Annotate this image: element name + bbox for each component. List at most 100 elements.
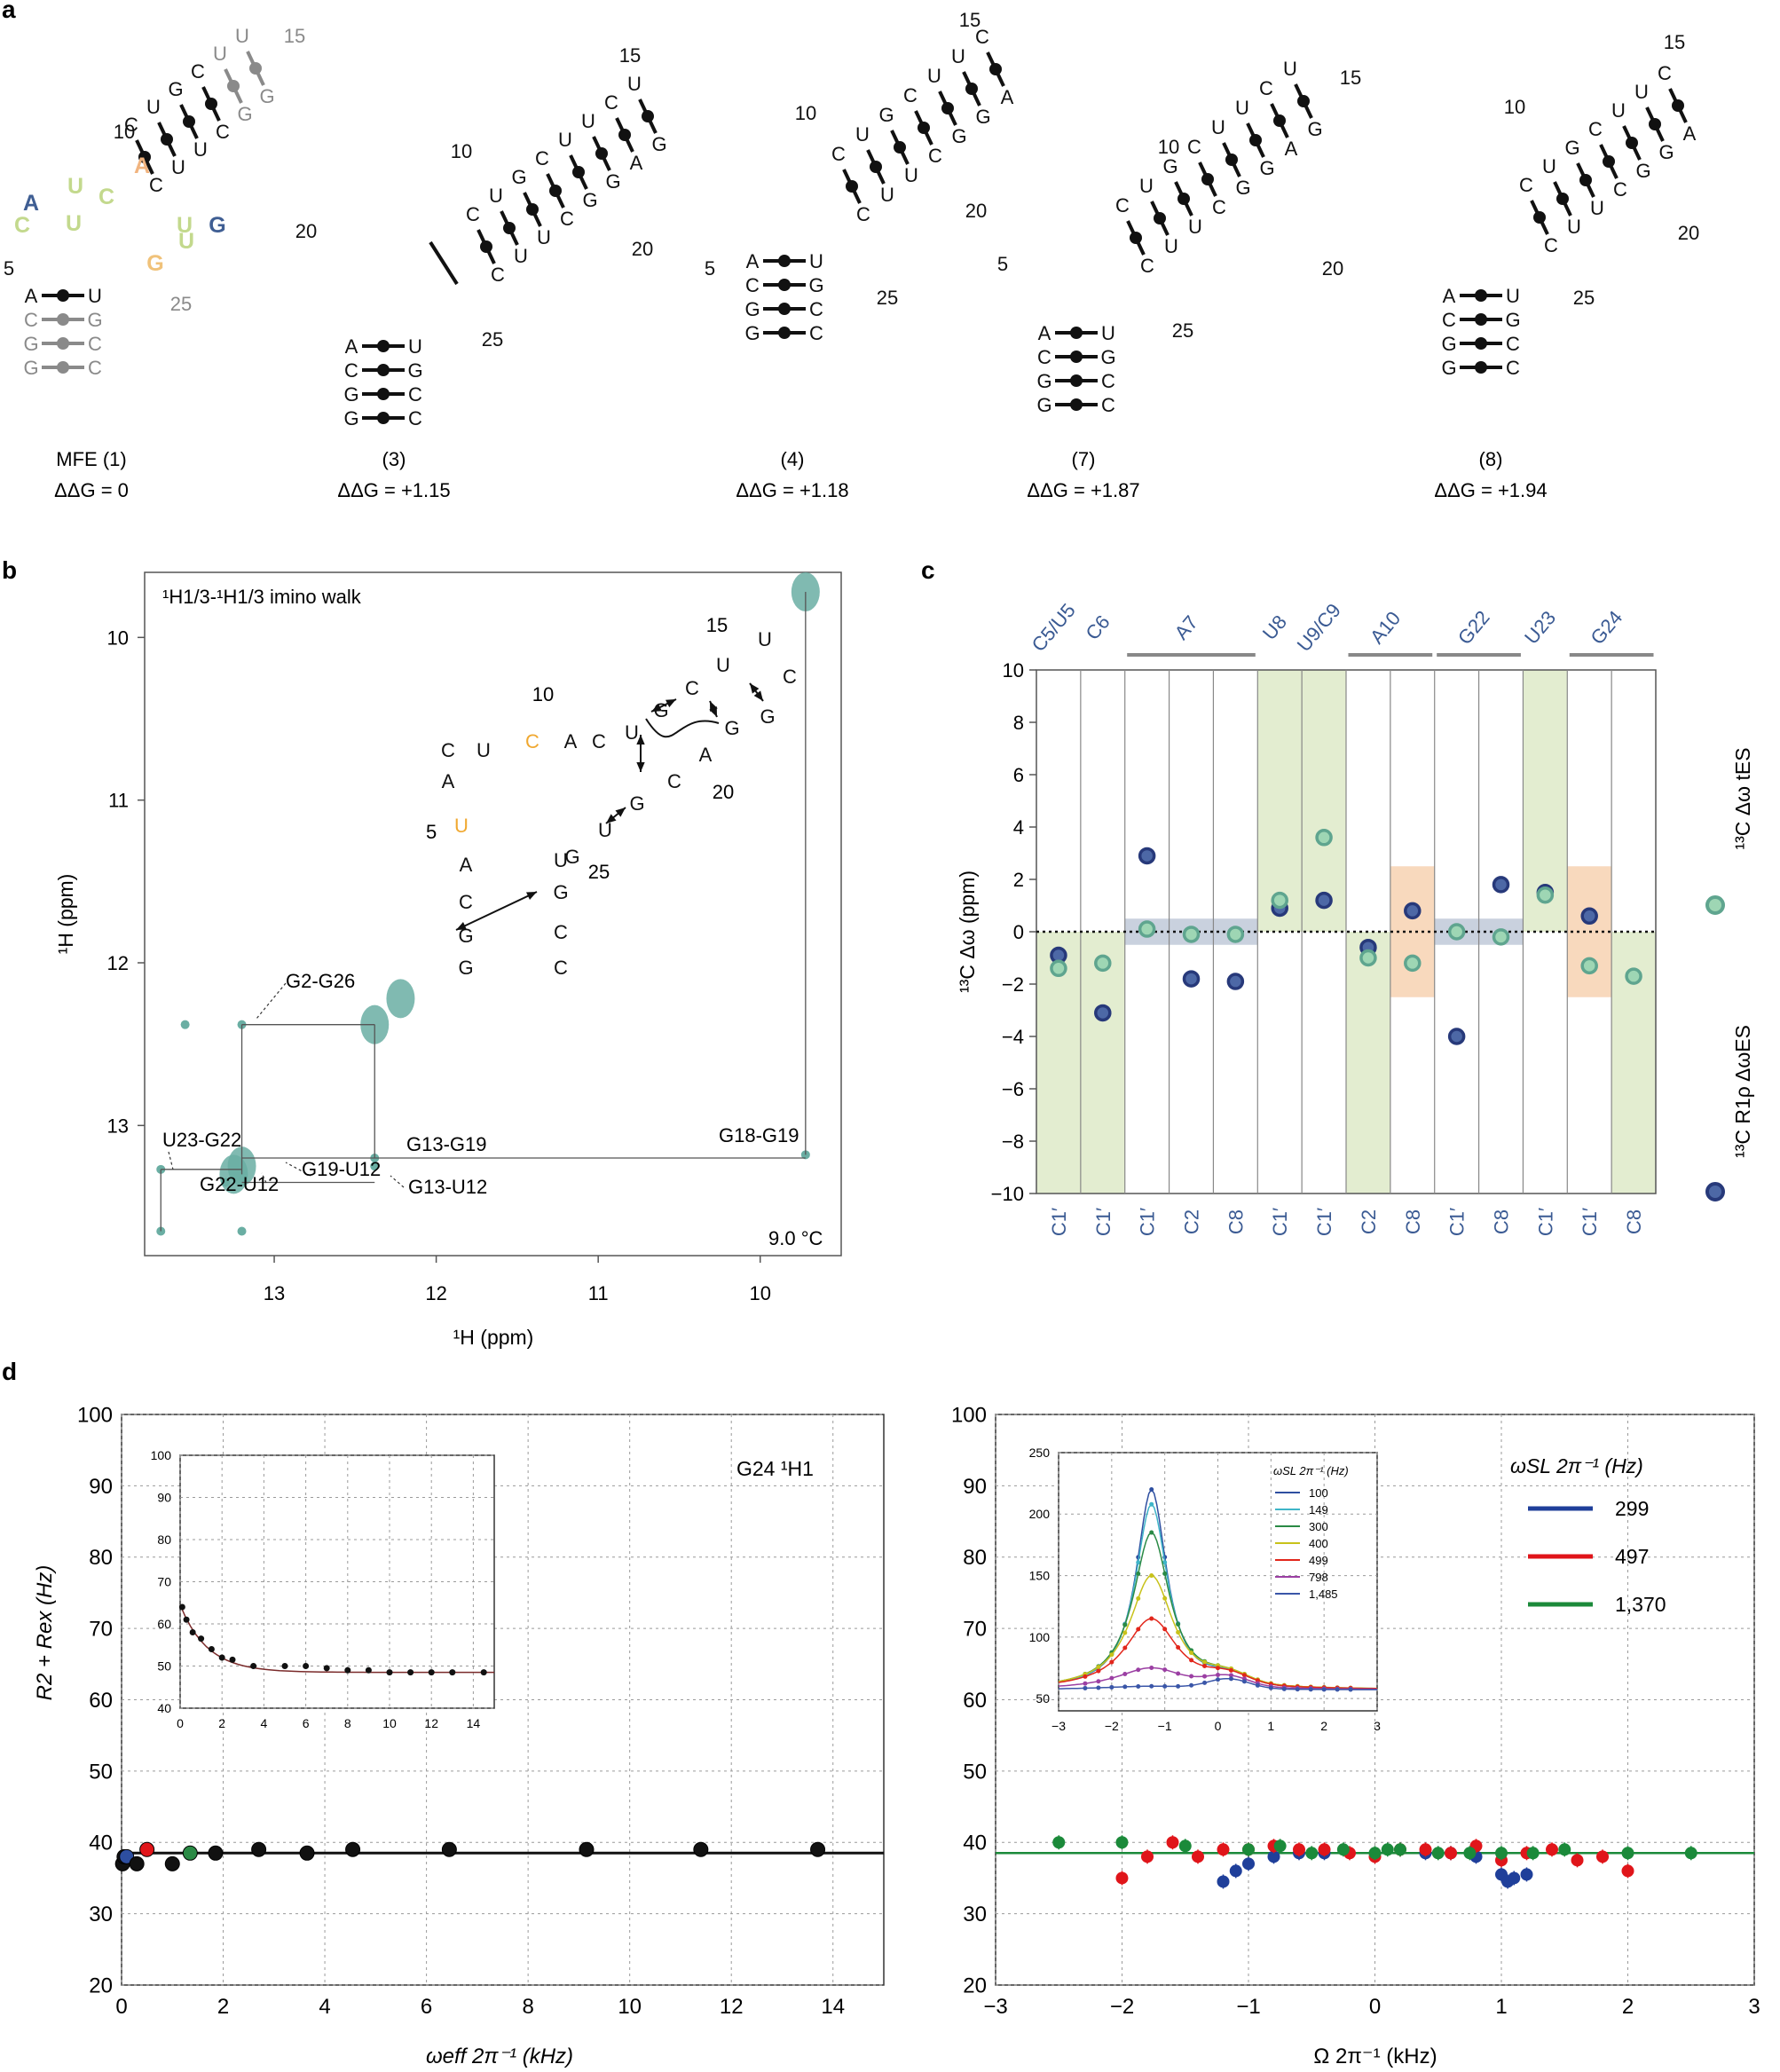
right-inset-point-6-7 <box>1149 1683 1154 1689</box>
walk-curve <box>645 718 720 738</box>
spectrum-x-tick-label-1: 12 <box>425 1282 446 1304</box>
tes-point-12 <box>1580 957 1598 975</box>
s4-helix-pair-2-dot <box>894 141 906 154</box>
walk-nucleotide-27: G <box>458 957 473 979</box>
s7-helix-top-5: U <box>1235 97 1249 119</box>
s1-helix-bottom-5: G <box>259 85 274 107</box>
s1-stem-right-0: U <box>88 285 102 307</box>
spectrum-y-tick-label-3: 13 <box>107 1115 129 1137</box>
right-rd-point-2-8 <box>1381 1843 1394 1856</box>
right-rd-point-1-20 <box>1621 1864 1634 1878</box>
column-label-6: C1′ <box>1313 1208 1335 1236</box>
right-inset-point-5-9 <box>1176 1671 1181 1676</box>
s7-stem-pair-3-dot <box>1070 398 1083 411</box>
s3-stem-right-0: U <box>408 335 422 358</box>
shift-chart-body: 10 8 6 4 2 0 −2 −4 −6 −8 −10 C1′ C1′ C1′ C2 C8 C1′ C1′ C2 C… <box>991 599 1657 1236</box>
s7-stem-left-3: G <box>1036 394 1051 416</box>
left-inset-x-tick-label-6: 12 <box>424 1716 438 1730</box>
right-inset-x-tick-label-0: −3 <box>1051 1719 1066 1733</box>
label-leader-3 <box>261 1172 267 1184</box>
column-label-1: C1′ <box>1092 1208 1114 1236</box>
walk-pos-20: 20 <box>713 781 734 803</box>
es-point-3 <box>1182 970 1201 988</box>
right-inset-point-3-11 <box>1202 1659 1208 1665</box>
right-inset-point-3-3 <box>1096 1665 1101 1670</box>
right-inset-legend-title: ωSL 2π⁻¹ (Hz) <box>1273 1464 1349 1477</box>
shift-y-tick-label-0: 10 <box>1003 659 1024 681</box>
s8-stem-right-2: C <box>1506 333 1520 355</box>
right-rd-point-1-18 <box>1571 1854 1584 1867</box>
walk-nucleotide-21: C <box>554 921 568 943</box>
crosspeak-label-g2-g26: G2-G26 <box>286 970 355 992</box>
s1-highlight-6: U <box>177 213 193 238</box>
s8-pos-25: 25 <box>1573 287 1595 309</box>
left-rd-x-tick-label-0: 0 <box>115 1995 127 2019</box>
left-rd-point-3 <box>129 1855 145 1871</box>
left-rd-x-tick-label-6: 12 <box>720 1995 744 2019</box>
tes-point-9 <box>1447 923 1466 941</box>
left-inset-x-tick-label-2: 4 <box>261 1716 268 1730</box>
panel-label-a: a <box>2 0 16 23</box>
s7-helix-top-4: U <box>1211 116 1225 138</box>
walk-nucleotide-20: U <box>554 849 568 871</box>
right-rd-y-tick-label-0: 100 <box>951 1403 987 1427</box>
s1-pos-10: 10 <box>114 121 135 143</box>
right-inset-point-6-5 <box>1122 1684 1128 1690</box>
left-inset-y-tick-label-6: 40 <box>157 1701 171 1715</box>
right-inset-point-4-12 <box>1216 1666 1220 1671</box>
right-inset-legend-label-1: 149 <box>1309 1503 1328 1517</box>
right-inset-point-3-8 <box>1162 1595 1168 1601</box>
s1-helix-top-0: C <box>124 114 138 136</box>
s7-stem-left-1: C <box>1037 346 1051 368</box>
structure-4-label: (4) <box>781 448 805 470</box>
left-rd-point-8 <box>251 1841 267 1857</box>
s7-helix-top-3: C <box>1187 136 1201 158</box>
s8-helix-bottom-0: C <box>1544 234 1558 256</box>
tes-point-6 <box>1315 829 1333 847</box>
right-rd-x-tick-label-2: −1 <box>1236 1995 1260 2019</box>
spectrum-frame <box>144 571 842 1257</box>
s8-stem-right-0: U <box>1506 285 1520 307</box>
s4-stem-left-3: G <box>744 322 760 344</box>
right-rd-x-axis-label: Ω 2π⁻¹ (kHz) <box>1313 2044 1437 2068</box>
s4-helix-bottom-0: C <box>856 203 870 225</box>
s4-helix-top-6: C <box>975 26 989 48</box>
s4-helix-pair-6-dot <box>989 63 1002 75</box>
right-inset-point-6-13 <box>1228 1676 1233 1682</box>
right-rd-point-2-15 <box>1621 1847 1634 1860</box>
s1-helix-bottom-4: G <box>237 103 252 125</box>
left-rd-point-13 <box>693 1841 709 1857</box>
panel-c-chemical-shift-chart: 10 8 6 4 2 0 −2 −4 −6 −8 −10 C1′ C1′ C1′ C2 C8 C1′ C1′ C2 C… <box>956 599 1754 1236</box>
s7-helix-bottom-4: G <box>1235 177 1250 199</box>
s7-helix-pair-6-dot <box>1273 114 1286 127</box>
right-inset-point-6-3 <box>1096 1685 1101 1690</box>
structure-8-label: (8) <box>1479 448 1503 470</box>
crosspeak-label-g13-u12: G13-U12 <box>408 1176 487 1198</box>
left-inset-y-tick-label-1: 90 <box>157 1490 171 1504</box>
right-inset-point-6-21 <box>1335 1687 1340 1692</box>
left-inset-point-2 <box>189 1629 196 1635</box>
right-inset-point-4-13 <box>1228 1667 1233 1673</box>
spectrum-y-tick-label-1: 11 <box>108 790 129 812</box>
right-rd-point-2-14 <box>1558 1843 1571 1856</box>
s4-helix-bottom-6: A <box>1001 86 1014 108</box>
right-rd-point-1-17 <box>1546 1843 1558 1856</box>
s8-helix-pair-6-dot <box>1672 99 1684 112</box>
right-rd-inset: −3 −2 −1 0 1 2 3 250 200 150 100 50 ωSL 2π⁻¹ (Hz) 100… <box>1029 1446 1381 1733</box>
shift-y-tick-label-3: 4 <box>1013 816 1024 839</box>
s1-stem-pair-1-dot <box>57 313 69 326</box>
column-label-3: C2 <box>1181 1209 1203 1234</box>
s3-helix-top-0: C <box>466 203 480 225</box>
right-inset-point-0-7 <box>1149 1487 1154 1493</box>
s4-stem-pair-3-dot <box>778 327 791 339</box>
walk-arrowhead-3-1 <box>710 701 718 712</box>
left-rd-point-14 <box>810 1841 826 1857</box>
s8-helix-pair-5-dot <box>1649 118 1661 130</box>
walk-arrowhead-1-1 <box>636 735 645 745</box>
right-inset-x-tick-label-5: 2 <box>1320 1719 1327 1733</box>
s8-helix-bottom-5: G <box>1658 141 1674 163</box>
right-inset-point-4-7 <box>1149 1616 1154 1621</box>
right-rd-y-tick-label-4: 60 <box>963 1689 987 1713</box>
left-inset-y-tick-label-3: 70 <box>157 1574 171 1588</box>
